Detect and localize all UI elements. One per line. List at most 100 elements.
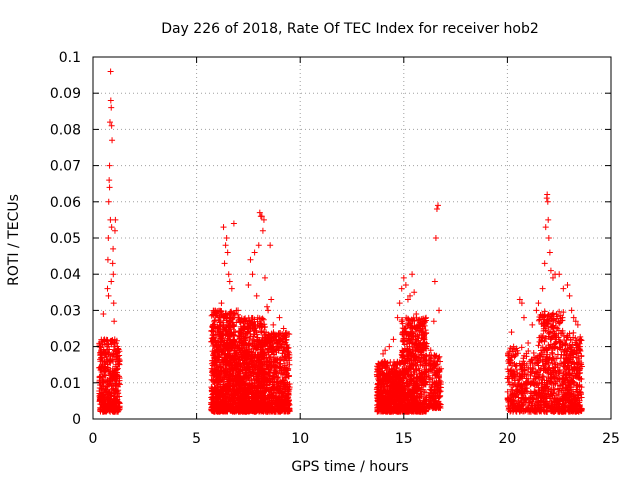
data-point xyxy=(227,371,234,378)
data-point xyxy=(229,368,236,375)
data-point xyxy=(208,335,215,342)
data-point xyxy=(112,371,119,378)
data-point xyxy=(115,406,122,413)
data-point xyxy=(114,407,121,414)
data-point xyxy=(103,405,110,412)
data-point xyxy=(107,392,114,399)
data-point xyxy=(208,312,215,319)
data-point xyxy=(212,403,219,410)
data-point xyxy=(221,324,228,331)
data-point xyxy=(228,331,235,338)
data-point xyxy=(97,365,104,372)
data-point xyxy=(221,315,228,322)
data-point xyxy=(109,385,116,392)
data-point xyxy=(107,352,114,359)
data-point xyxy=(101,358,108,365)
data-point xyxy=(217,363,224,370)
data-point xyxy=(98,382,105,389)
data-point xyxy=(104,365,111,372)
data-point xyxy=(286,331,293,338)
data-point xyxy=(210,407,217,414)
data-point xyxy=(116,352,123,359)
data-point xyxy=(213,344,220,351)
data-point xyxy=(103,347,110,354)
data-point xyxy=(217,381,224,388)
data-point xyxy=(97,351,104,358)
data-point xyxy=(229,361,236,368)
data-point xyxy=(227,385,234,392)
data-point xyxy=(209,324,216,331)
data-point xyxy=(101,408,108,415)
data-point xyxy=(230,382,237,389)
data-point xyxy=(231,323,238,330)
data-point xyxy=(214,364,221,371)
data-point xyxy=(216,359,223,366)
data-point xyxy=(212,331,219,338)
data-point xyxy=(225,351,232,358)
data-point xyxy=(98,348,105,355)
data-points xyxy=(96,68,585,415)
data-point xyxy=(98,401,105,408)
data-point xyxy=(212,385,219,392)
data-point xyxy=(221,374,228,381)
data-point xyxy=(96,364,103,371)
data-point xyxy=(100,373,107,380)
data-point xyxy=(109,369,116,376)
data-point xyxy=(107,380,114,387)
data-point xyxy=(228,405,235,412)
data-point xyxy=(108,375,115,382)
data-point xyxy=(113,366,120,373)
data-point xyxy=(114,398,121,405)
data-point xyxy=(226,395,233,402)
data-point xyxy=(259,315,266,322)
data-point xyxy=(209,311,216,318)
data-point xyxy=(211,370,218,377)
data-point xyxy=(213,377,220,384)
data-point xyxy=(218,398,225,405)
data-point xyxy=(217,308,224,315)
data-point xyxy=(116,377,123,384)
data-point xyxy=(223,327,230,334)
data-point xyxy=(230,314,237,321)
data-point xyxy=(104,343,111,350)
data-point xyxy=(111,399,118,406)
data-point xyxy=(210,366,217,373)
data-point xyxy=(212,394,219,401)
data-point xyxy=(231,339,238,346)
data-point xyxy=(210,352,217,359)
data-point xyxy=(228,342,235,349)
data-point xyxy=(215,390,222,397)
data-point xyxy=(215,353,222,360)
data-point xyxy=(221,341,228,348)
data-point xyxy=(108,406,115,413)
data-point xyxy=(226,376,233,383)
data-point xyxy=(226,394,233,401)
data-point xyxy=(210,321,217,328)
data-point xyxy=(116,403,123,410)
data-point xyxy=(113,356,120,363)
data-point xyxy=(208,338,215,345)
data-point xyxy=(229,319,236,326)
data-point xyxy=(218,388,225,395)
data-point xyxy=(217,339,224,346)
data-point xyxy=(211,318,218,325)
data-point xyxy=(217,373,224,380)
data-point xyxy=(220,363,227,370)
data-point xyxy=(222,393,229,400)
data-point xyxy=(225,389,232,396)
data-point xyxy=(221,360,228,367)
data-point xyxy=(111,347,118,354)
data-point xyxy=(210,328,217,335)
grid-lines xyxy=(93,57,611,419)
data-point xyxy=(224,368,231,375)
data-point xyxy=(235,332,242,339)
data-point xyxy=(208,399,215,406)
data-point xyxy=(232,329,239,336)
data-point xyxy=(212,337,219,344)
data-point xyxy=(100,396,107,403)
data-point xyxy=(218,367,225,374)
data-point xyxy=(98,368,105,375)
data-point xyxy=(115,390,122,397)
data-point xyxy=(108,392,115,399)
